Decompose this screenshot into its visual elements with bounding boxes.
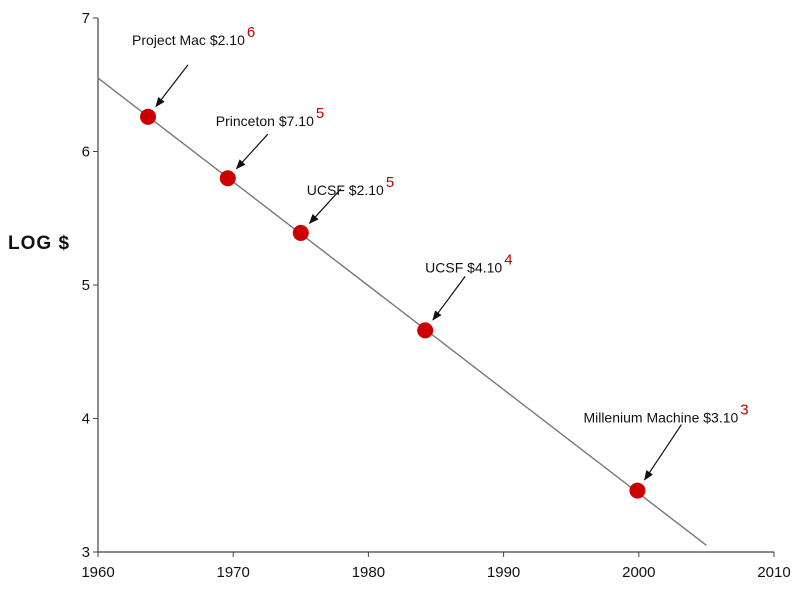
x-tick-label: 1990 — [487, 564, 520, 581]
annotation-exponent: 6 — [247, 24, 255, 41]
data-point — [140, 108, 157, 125]
y-tick-label: 4 — [82, 411, 90, 428]
annotation-label: Millenium Machine $3.10 — [583, 410, 738, 426]
annotation-label: Princeton $7.10 — [216, 113, 314, 129]
x-tick-label: 1970 — [217, 564, 250, 581]
annotation-arrow — [432, 276, 466, 321]
x-tick-label: 1960 — [81, 564, 114, 581]
data-point — [417, 322, 434, 339]
annotation-exponent: 5 — [316, 105, 324, 122]
annotation-label: Project Mac $2.10 — [132, 32, 245, 48]
annotation-arrow — [644, 424, 682, 481]
annotation-arrow — [155, 64, 189, 108]
x-tick-label: 2010 — [757, 564, 790, 581]
annotation-arrow — [235, 133, 269, 170]
trend-line-group — [97, 77, 707, 546]
data-point — [629, 482, 646, 499]
annotation-label: UCSF $4.10 — [425, 259, 502, 275]
data-points — [140, 108, 646, 499]
y-tick-label: 7 — [82, 10, 90, 27]
trend-line — [97, 77, 707, 546]
annotation-exponent: 4 — [504, 251, 512, 268]
y-axis-label: LOG $ — [8, 233, 70, 254]
data-point — [219, 170, 236, 187]
y-tick-label: 5 — [82, 277, 90, 294]
y-tick-label: 6 — [82, 144, 90, 161]
annotation-exponent: 5 — [386, 174, 394, 191]
annotation-exponent: 3 — [740, 402, 748, 419]
x-tick-label: 1980 — [352, 564, 385, 581]
data-point — [292, 224, 309, 241]
x-tick-label: 2000 — [622, 564, 655, 581]
annotation-label: UCSF $2.10 — [307, 182, 384, 198]
axes: 3 4 5 6 7 1960 1970 1980 1990 2000 2010 — [81, 10, 790, 581]
annotation-arrow — [308, 188, 342, 225]
y-tick-label: 3 — [82, 544, 90, 561]
